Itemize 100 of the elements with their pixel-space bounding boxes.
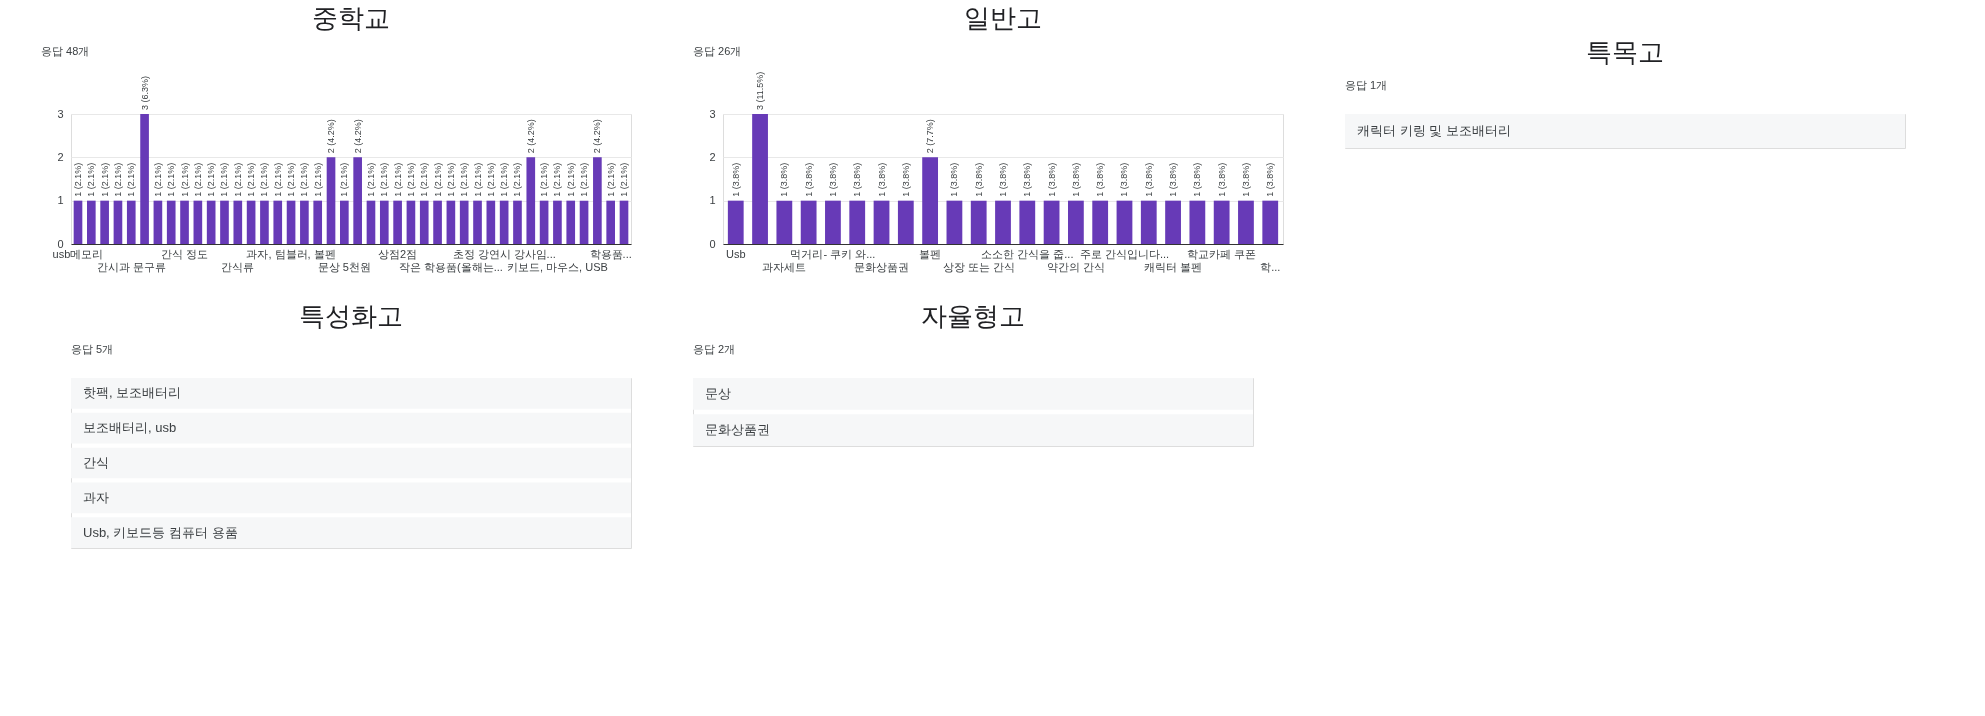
data-label: 1 (2.1%) (299, 162, 310, 197)
data-label: 1 (3.8%) (1022, 162, 1033, 197)
y-tick-label: 0 (57, 237, 64, 250)
text: 특성화고 (299, 301, 403, 331)
x-tick-label: 간식 정도 (161, 247, 209, 260)
data-label: 1 (2.1%) (499, 162, 510, 197)
bar (220, 200, 229, 244)
text: 응답 1개 (1345, 79, 1388, 91)
x-tick-label: 소소한 간식을 줍... (981, 247, 1074, 260)
bar (776, 200, 793, 244)
x-tick-label: 과자세트 (762, 260, 807, 273)
bar (406, 200, 416, 244)
x-tick-label: 초정 강연시 강사임... (452, 247, 556, 260)
data-label: 1 (2.1%) (312, 162, 323, 197)
data-label: 1 (3.8%) (1119, 162, 1130, 197)
bar (353, 157, 362, 244)
bar (419, 200, 429, 244)
x-tick-label: 간식류 (221, 260, 255, 273)
text: 캐릭터 키링 및 보조배터리 (1357, 123, 1511, 138)
bar (1189, 200, 1206, 244)
text: 간식 (83, 455, 109, 470)
bar (1165, 200, 1181, 244)
data-label: 1 (3.8%) (1095, 162, 1106, 197)
data-label: 1 (2.1%) (72, 162, 83, 197)
data-label: 1 (2.1%) (459, 162, 470, 197)
data-label: 1 (3.8%) (1192, 162, 1203, 197)
bar (873, 200, 890, 244)
data-label: 1 (2.1%) (512, 162, 523, 197)
bar (379, 200, 389, 244)
text: 핫팩, 보조배터리 (83, 385, 182, 401)
data-label: 1 (2.1%) (126, 162, 137, 197)
bar (1043, 200, 1060, 244)
bar (922, 157, 939, 244)
data-label: 2 (4.2%) (352, 119, 363, 154)
data-label: 1 (3.8%) (900, 162, 911, 197)
bar (340, 200, 349, 244)
text: 과자 (83, 489, 109, 505)
data-label: 1 (2.1%) (206, 162, 217, 197)
chart-subtitle: 응답 48개 (41, 45, 90, 57)
bar (1238, 200, 1254, 244)
bar (273, 200, 283, 244)
data-label: 1 (3.8%) (779, 162, 790, 197)
y-tick-label: 1 (709, 194, 716, 207)
data-label: 1 (3.8%) (1265, 162, 1276, 197)
bar (286, 200, 296, 244)
bar (513, 200, 522, 244)
x-tick-label: 간시과 문구류 (96, 260, 166, 273)
bar (970, 200, 987, 244)
data-label: 1 (3.8%) (1070, 162, 1081, 197)
data-label: 1 (2.1%) (112, 162, 123, 197)
text: 특목고 (1586, 37, 1664, 67)
data-label: 1 (2.1%) (445, 162, 456, 197)
bar (459, 200, 469, 244)
bar (1262, 200, 1279, 244)
bar (446, 200, 456, 244)
data-label: 3 (6.3%) (139, 75, 150, 110)
bar (393, 200, 402, 244)
bar (206, 200, 216, 244)
x-tick-label: 과자, 텀블러, 볼펜 (246, 247, 336, 260)
x-tick-label: Usb (725, 247, 746, 260)
text: 자율형고 (921, 301, 1025, 331)
data-label: 1 (2.1%) (619, 162, 630, 197)
x-tick-label: 학교카페 쿠폰 (1187, 247, 1257, 260)
bar (153, 200, 163, 244)
x-tick-label: 문상 5천원 (317, 260, 371, 273)
bar (593, 157, 602, 244)
bar (849, 200, 866, 244)
bar (619, 200, 629, 244)
x-tick-label: 작은 학용품(올해는... (398, 260, 503, 273)
data-label: 1 (2.1%) (565, 162, 576, 197)
x-tick-label: usb메모리 (52, 247, 104, 260)
x-tick-label: 상점2점 (378, 247, 418, 260)
bar (539, 200, 549, 244)
bar (313, 200, 323, 244)
bar (825, 200, 841, 244)
bar (1067, 200, 1084, 244)
data-label: 1 (3.8%) (730, 162, 741, 197)
data-label: 1 (2.1%) (192, 162, 203, 197)
x-tick-label: 학용품... (589, 247, 632, 260)
data-label: 1 (3.8%) (876, 162, 887, 197)
bar (140, 114, 149, 244)
data-label: 1 (3.8%) (973, 162, 984, 197)
bar (946, 200, 963, 244)
text: 응답 5개 (71, 343, 114, 355)
data-label: 1 (3.8%) (1240, 162, 1251, 197)
data-label: 1 (3.8%) (1216, 162, 1227, 197)
bar (499, 200, 509, 244)
data-label: 1 (2.1%) (419, 162, 430, 197)
data-label: 1 (2.1%) (579, 162, 590, 197)
data-label: 1 (2.1%) (365, 162, 376, 197)
data-label: 1 (3.8%) (827, 162, 838, 197)
data-label: 1 (2.1%) (339, 162, 350, 197)
bar (995, 200, 1011, 244)
x-tick-label: 먹거리- 쿠키 와... (790, 247, 876, 260)
bar (326, 157, 336, 244)
data-label: 1 (2.1%) (379, 162, 390, 197)
x-tick-label: 상장 또는 간식 (942, 260, 1015, 273)
chart-title: 일반고 (964, 3, 1042, 33)
bar (166, 200, 176, 244)
bar (300, 200, 309, 244)
